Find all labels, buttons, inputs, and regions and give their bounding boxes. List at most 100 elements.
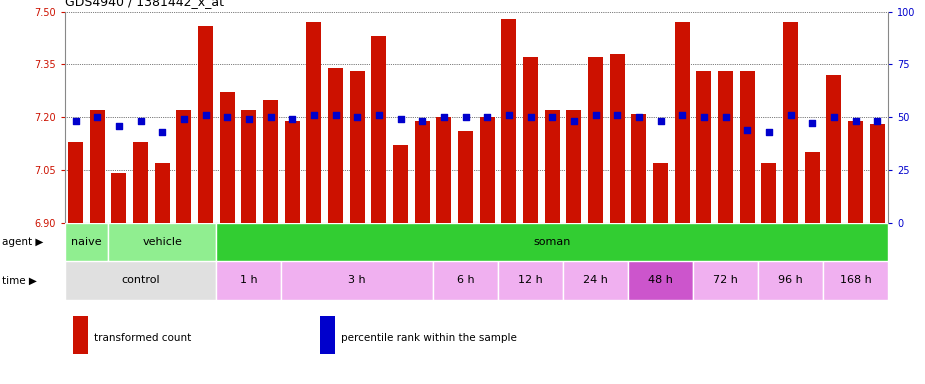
Point (718, 114, 733, 120)
Bar (545, 110, 560, 223)
Bar (281, 261, 433, 300)
Bar (610, 54, 624, 223)
Bar (693, 261, 758, 300)
Text: 96 h: 96 h (778, 275, 803, 285)
Bar (154, 163, 170, 223)
Bar (108, 223, 216, 261)
Text: soman: soman (534, 237, 571, 247)
Bar (328, 68, 343, 223)
Bar (805, 152, 820, 223)
Bar (826, 75, 842, 223)
Bar (198, 26, 213, 223)
Bar (588, 57, 603, 223)
Text: 72 h: 72 h (713, 275, 738, 285)
Point (870, 118, 884, 124)
Point (805, 120, 820, 126)
Point (285, 116, 300, 122)
Point (437, 114, 451, 120)
Bar (90, 110, 105, 223)
Text: vehicle: vehicle (142, 237, 182, 247)
Text: 12 h: 12 h (518, 275, 543, 285)
Text: time ▶: time ▶ (2, 275, 37, 285)
Bar (393, 145, 408, 223)
Point (588, 112, 603, 118)
Bar (501, 18, 516, 223)
Bar (718, 71, 734, 223)
Point (740, 127, 755, 133)
Point (198, 112, 213, 118)
Point (154, 129, 169, 135)
Point (524, 114, 538, 120)
Bar (674, 22, 690, 223)
Text: 48 h: 48 h (648, 275, 673, 285)
Bar (241, 110, 256, 223)
Bar (870, 124, 884, 223)
Bar (563, 261, 628, 300)
Bar (216, 223, 888, 261)
Bar (480, 117, 495, 223)
Point (826, 114, 841, 120)
Bar (566, 110, 582, 223)
Point (263, 114, 278, 120)
Bar (111, 174, 127, 223)
Bar (320, 316, 335, 354)
Bar (285, 121, 300, 223)
Bar (628, 261, 693, 300)
Text: control: control (121, 275, 160, 285)
Text: agent ▶: agent ▶ (2, 237, 43, 247)
Bar (73, 316, 88, 354)
Bar (433, 261, 498, 300)
Point (480, 114, 495, 120)
Bar (65, 261, 216, 300)
Bar (653, 163, 668, 223)
Point (241, 116, 256, 122)
Bar (458, 131, 473, 223)
Point (393, 116, 408, 122)
Point (501, 112, 516, 118)
Point (545, 114, 560, 120)
Text: 24 h: 24 h (583, 275, 608, 285)
Bar (783, 22, 798, 223)
Bar (219, 93, 235, 223)
Point (372, 112, 387, 118)
Point (68, 118, 83, 124)
Point (306, 112, 321, 118)
Point (90, 114, 105, 120)
Bar (216, 261, 281, 300)
Point (414, 118, 429, 124)
Point (761, 129, 776, 135)
Bar (68, 142, 83, 223)
Bar (414, 121, 430, 223)
Bar (177, 110, 191, 223)
Point (848, 118, 863, 124)
Point (566, 118, 581, 124)
Bar (823, 261, 888, 300)
Point (458, 114, 473, 120)
Bar (631, 114, 647, 223)
Point (632, 114, 647, 120)
Point (610, 112, 624, 118)
Point (350, 114, 364, 120)
Text: GDS4940 / 1381442_x_at: GDS4940 / 1381442_x_at (65, 0, 224, 8)
Point (328, 112, 343, 118)
Bar (523, 57, 538, 223)
Text: transformed count: transformed count (93, 333, 191, 343)
Text: naive: naive (71, 237, 102, 247)
Bar (740, 71, 755, 223)
Text: 6 h: 6 h (457, 275, 475, 285)
Point (112, 122, 127, 129)
Bar (306, 22, 322, 223)
Point (653, 118, 668, 124)
Bar (848, 121, 863, 223)
Point (177, 116, 191, 122)
Bar (371, 36, 387, 223)
Text: 3 h: 3 h (349, 275, 366, 285)
Point (133, 118, 148, 124)
Bar (758, 261, 823, 300)
Text: 168 h: 168 h (840, 275, 871, 285)
Point (697, 114, 711, 120)
Bar (133, 142, 148, 223)
Bar (350, 71, 364, 223)
Bar (697, 71, 711, 223)
Bar (498, 261, 563, 300)
